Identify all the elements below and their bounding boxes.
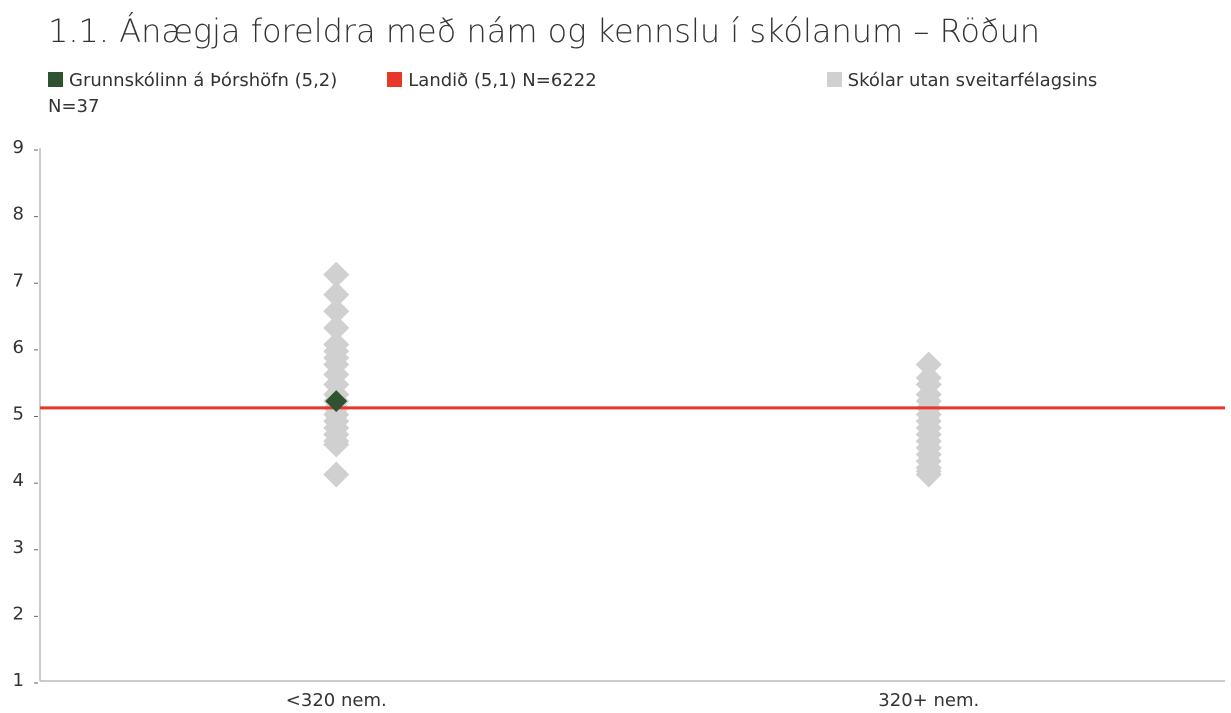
school-marker xyxy=(323,431,350,458)
legend-label: Landið (5,1) N=6222 xyxy=(408,70,597,91)
legend-label: Grunnskólinn á Þórshöfn (5,2) xyxy=(69,70,338,91)
y-tick-label: 5 xyxy=(13,404,24,425)
y-tick-label: 2 xyxy=(13,603,24,624)
school-marker xyxy=(323,298,350,325)
y-tick-label: 9 xyxy=(13,137,24,158)
y-tick-label: 6 xyxy=(13,337,24,358)
y-tick-label: 3 xyxy=(13,537,24,558)
legend-swatch xyxy=(826,72,842,87)
school-marker xyxy=(323,314,350,341)
chart-title: 1.1. Ánægja foreldra með nám og kennslu … xyxy=(48,12,1041,50)
legend-label: Skólar utan sveitarfélagsins N=37 xyxy=(48,70,1098,117)
legend-item: Skólar utan sveitarfélagsins N=37 xyxy=(48,70,1097,117)
x-tick-label: <320 nem. xyxy=(286,690,387,711)
school-marker xyxy=(915,351,942,378)
school-marker xyxy=(915,461,942,488)
own-school-marker xyxy=(325,390,348,413)
y-tick-label: 8 xyxy=(13,204,24,225)
y-tick-label: 1 xyxy=(13,670,24,691)
x-tick-label: 320+ nem. xyxy=(878,690,979,711)
legend-item: Grunnskólinn á Þórshöfn (5,2) xyxy=(48,70,337,91)
school-marker xyxy=(323,281,350,308)
legend: Grunnskólinn á Þórshöfn (5,2) Landið (5,1… xyxy=(48,68,1158,120)
school-marker xyxy=(323,261,350,288)
legend-item: Landið (5,1) N=6222 xyxy=(387,70,597,91)
y-tick-label: 7 xyxy=(13,270,24,291)
school-marker xyxy=(323,461,350,488)
legend-swatch xyxy=(48,72,63,87)
legend-swatch xyxy=(387,72,403,87)
y-tick-label: 4 xyxy=(13,470,24,491)
